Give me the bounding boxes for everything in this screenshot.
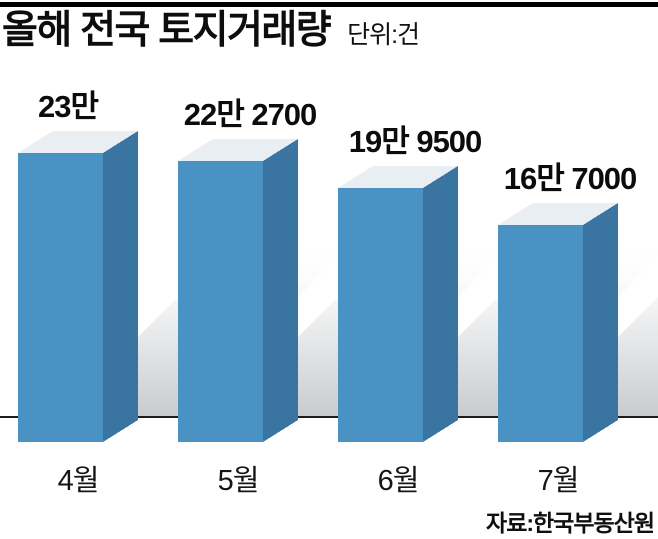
bar-front-face [338, 188, 423, 442]
unit-label: 단위:건 [347, 21, 420, 49]
bar-column-7월 [498, 203, 618, 442]
x-axis-line [0, 416, 658, 418]
bar-value-label: 19만 9500 [348, 124, 483, 159]
bar-top-face [498, 203, 618, 225]
bar-column-5월 [178, 139, 298, 442]
bar-front-face [178, 161, 263, 442]
bar-front-face [18, 153, 103, 442]
bar-side-face [423, 166, 458, 442]
bar-front-face [498, 225, 583, 442]
bar-column-6월 [338, 166, 458, 442]
bar-category-label: 6월 [377, 465, 420, 497]
bar-column-4월 [18, 131, 138, 442]
bar-top-face [18, 131, 138, 153]
bar-side-face [103, 131, 138, 442]
bar-top-face [178, 139, 298, 161]
bar-top-face [338, 166, 458, 188]
bar-side-face [263, 139, 298, 442]
source-credit: 자료:한국부동산원 [486, 510, 655, 536]
chart-header: 올해 전국 토지거래량 단위:건 [2, 9, 420, 53]
top-rule [0, 2, 658, 7]
bar-value-label: 16만 7000 [503, 161, 638, 196]
bar-side-face [583, 203, 618, 442]
bar-value-label: 23만 [37, 89, 99, 124]
chart-title: 올해 전국 토지거래량 [2, 9, 332, 52]
bar-category-label: 7월 [537, 465, 580, 497]
bar-value-label: 22만 2700 [183, 97, 318, 132]
bar-category-label: 5월 [217, 465, 260, 497]
bar-category-label: 4월 [57, 465, 100, 497]
